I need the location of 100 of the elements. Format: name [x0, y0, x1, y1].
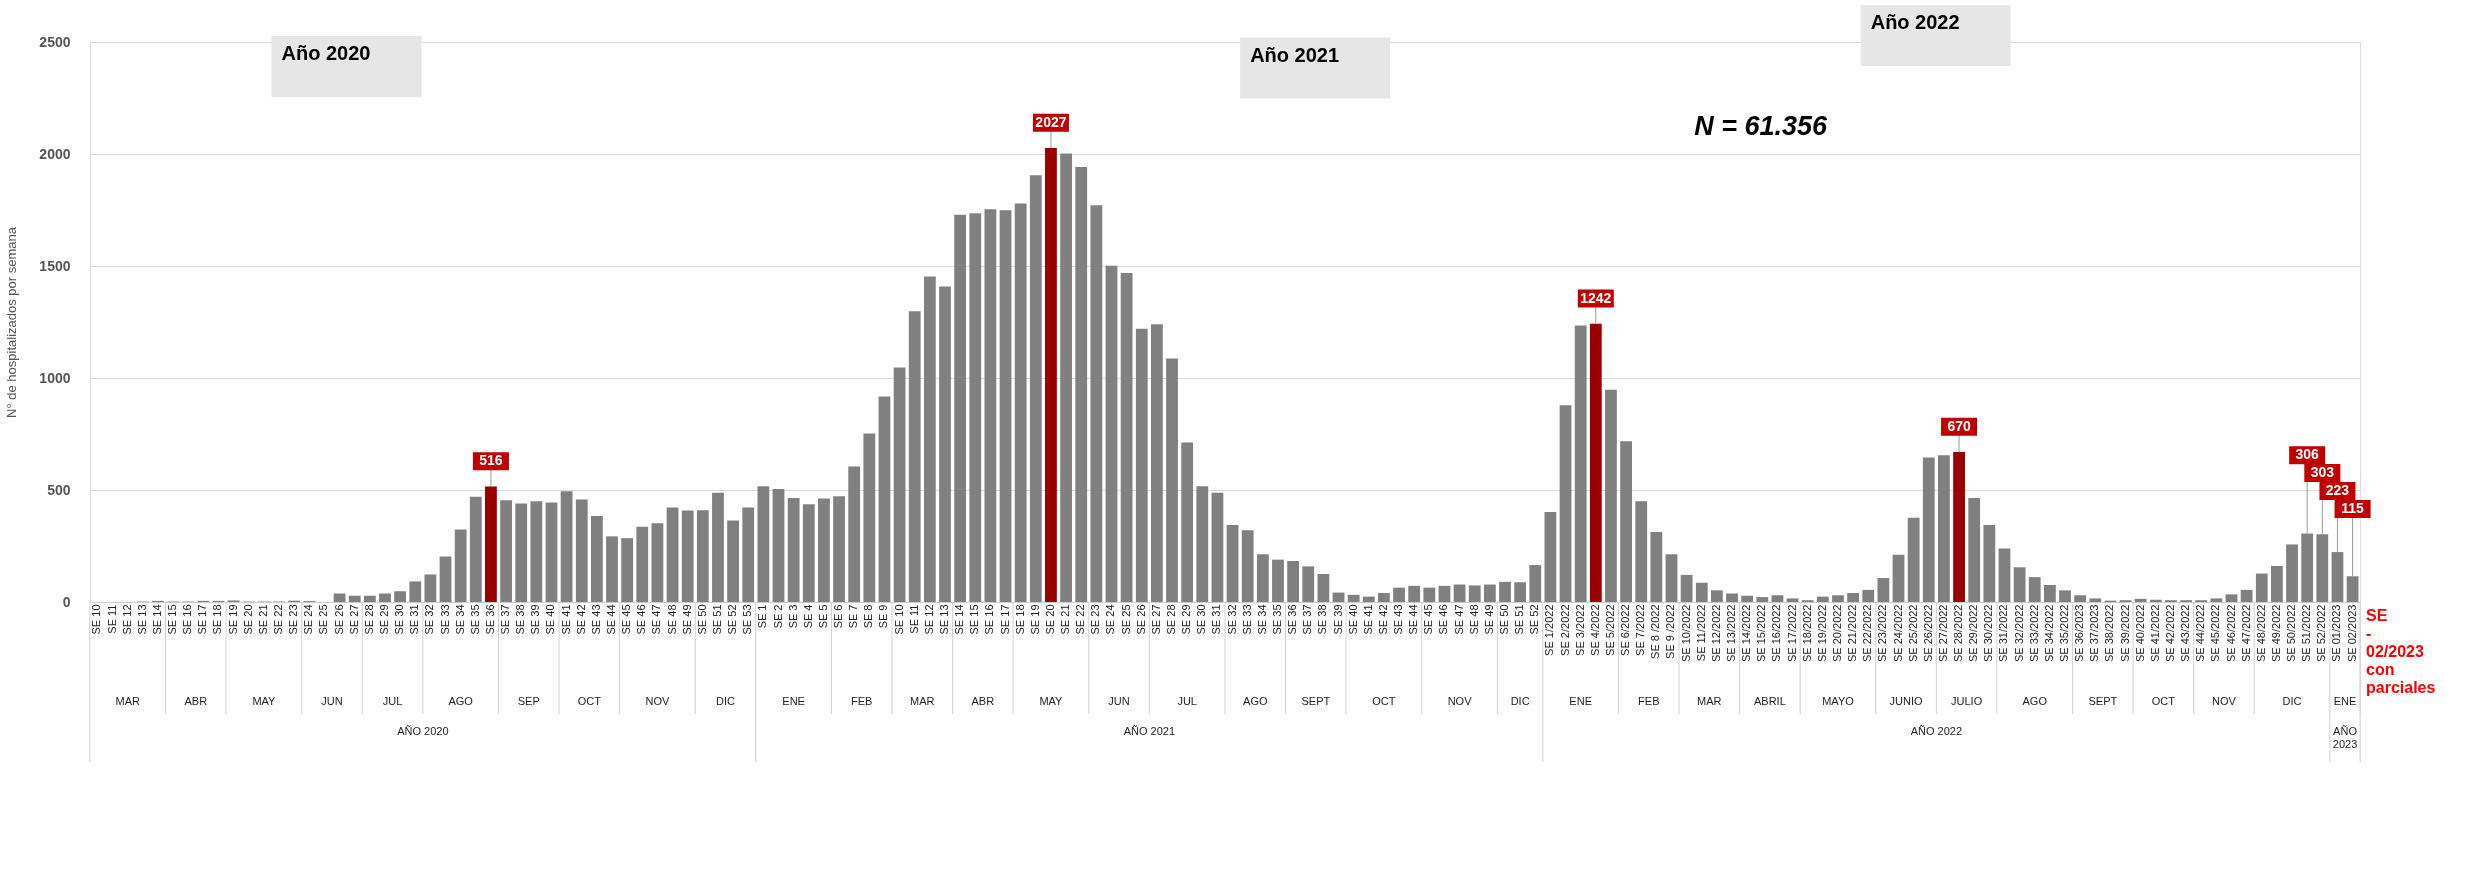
bar — [1695, 582, 1708, 602]
x-tick-label: SE 4 — [801, 604, 814, 629]
bar — [439, 556, 452, 602]
bar — [1120, 272, 1133, 602]
data-label: 516 — [479, 452, 503, 469]
x-tick-label: SE 35 — [468, 604, 481, 635]
text: JUN — [1108, 695, 1130, 707]
bar — [1317, 574, 1330, 602]
text: NOV — [1447, 695, 1473, 707]
data-label: 2027 — [1035, 113, 1067, 130]
bar — [1832, 595, 1844, 602]
bar — [893, 367, 906, 602]
x-tick-label: SE 31 — [408, 604, 421, 635]
x-tick-label: SE 32/2022 — [2012, 604, 2025, 662]
x-tick-label: SE 39 — [1331, 604, 1344, 635]
bar — [818, 498, 830, 602]
x-tick-label: SE 19/2022 — [1815, 604, 1828, 662]
bar — [575, 499, 588, 602]
bar — [545, 502, 558, 602]
bar — [1605, 389, 1617, 602]
bar — [2043, 584, 2056, 602]
bar — [1574, 325, 1587, 602]
text: AGO — [1243, 695, 1268, 707]
x-tick-label: SE 19 — [1028, 604, 1041, 635]
text: SEP — [517, 695, 540, 707]
x-tick-label: SE 30/2022 — [1982, 604, 1995, 662]
x-tick-label: SE 47/2022 — [2239, 604, 2252, 662]
x-tick-label: SE 26 — [1134, 604, 1147, 635]
bar — [1998, 548, 2011, 602]
x-tick-label: SE 38 — [514, 604, 527, 635]
x-tick-label: SE 5/2022 — [1603, 604, 1616, 656]
x-tick-label: SE 34 — [1255, 604, 1268, 635]
x-tick-label: SE 44 — [605, 604, 618, 635]
bar — [409, 581, 422, 602]
bar — [1620, 441, 1632, 602]
bar — [1877, 578, 1890, 602]
x-tick-label: SE 13 — [938, 604, 950, 635]
bar — [1014, 203, 1027, 602]
text: ABR — [184, 695, 208, 707]
x-tick-label: SE 51 — [710, 604, 723, 635]
bar — [1453, 584, 1466, 602]
x-tick-label: SE 24/2022 — [1891, 604, 1904, 662]
x-tick-label: SE 50 — [1498, 604, 1510, 635]
x-tick-label: SE 52 — [1528, 604, 1541, 635]
text: ENE — [1569, 695, 1592, 707]
bar — [1211, 492, 1224, 602]
bar — [681, 510, 694, 602]
bar — [454, 529, 467, 602]
x-tick-label: SE 22/2022 — [1861, 604, 1874, 662]
bar — [651, 523, 664, 602]
bar — [1393, 587, 1405, 602]
bar — [1181, 442, 1194, 602]
text: ABRIL — [1753, 695, 1786, 707]
x-tick-label: SE 37 — [499, 604, 512, 635]
text: MAR — [115, 695, 140, 707]
bar — [1680, 574, 1693, 602]
bar — [802, 504, 815, 602]
text: JUL — [382, 695, 403, 707]
bar — [1105, 265, 1118, 602]
x-tick-label: SE 40 — [1346, 604, 1359, 635]
bar — [1150, 324, 1163, 602]
bar — [1226, 524, 1239, 602]
text: OCT — [2151, 695, 2176, 707]
annotation: N = 61.356 — [1694, 110, 1829, 141]
x-tick-label: SE 30 — [1195, 604, 1208, 635]
y-tick-label: 1000 — [39, 369, 71, 386]
x-tick-label: SE 25/2022 — [1906, 604, 1919, 662]
bar — [1907, 517, 1920, 602]
bar — [2331, 552, 2344, 602]
text: ENE — [2333, 695, 2357, 707]
x-tick-label: SE 20/2022 — [1830, 604, 1843, 662]
x-tick-label: SE 7/2022 — [1634, 604, 1647, 656]
bar — [530, 501, 543, 602]
x-tick-label: SE 18 — [1013, 604, 1026, 635]
x-tick-label: SE 9 — [877, 604, 890, 629]
x-tick-label: SE 11 — [105, 604, 118, 634]
text: SEPT — [1301, 695, 1331, 707]
data-label: 223 — [2325, 482, 2350, 499]
x-tick-label: SE 13 — [135, 604, 148, 635]
x-tick-label: SE 28 — [1165, 604, 1178, 635]
bar — [590, 515, 603, 602]
bar — [1756, 597, 1769, 602]
bar — [2028, 577, 2041, 602]
bar — [1953, 451, 1965, 602]
x-tick-label: SE 23 — [1089, 604, 1102, 635]
x-tick-label: SE 44/2022 — [2194, 604, 2207, 662]
bar — [379, 593, 391, 602]
annotation: Año 2020 — [281, 41, 371, 64]
bar — [1468, 585, 1481, 602]
x-tick-label: SE 46 — [1437, 604, 1450, 635]
bar — [1347, 594, 1360, 602]
bar — [1771, 595, 1784, 602]
x-tick-label: SE 42 — [1376, 604, 1389, 635]
text: SE - 02/2023 con parciales — [2366, 607, 2436, 696]
x-tick-label: SE 39 — [529, 604, 542, 635]
x-tick-label: SE 17 — [998, 604, 1011, 635]
x-tick-label: SE 47 — [1452, 604, 1465, 635]
x-tick-label: SE 46/2022 — [2224, 604, 2237, 662]
x-tick-label: SE 8 — [862, 604, 875, 629]
x-tick-label: SE 45 — [620, 604, 633, 635]
